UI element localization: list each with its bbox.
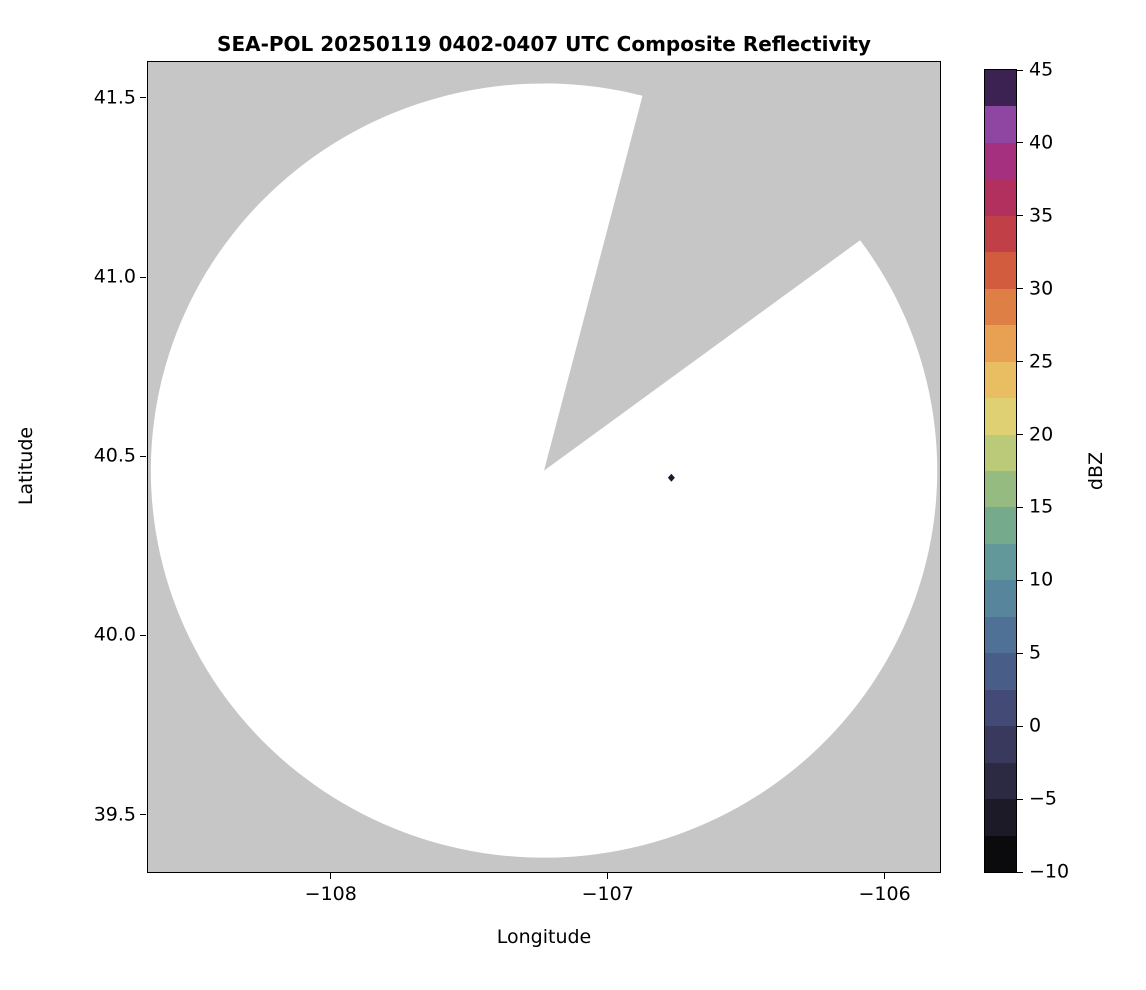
y-tick-label: 41.5: [93, 86, 136, 109]
colorbar-segment: [985, 70, 1016, 107]
colorbar-segment: [985, 726, 1016, 763]
colorbar-segment: [985, 689, 1016, 727]
colorbar-tick-label: 30: [1029, 277, 1054, 300]
colorbar-tick-label: 35: [1029, 204, 1054, 227]
colorbar-segment: [985, 616, 1016, 654]
colorbar-segment: [985, 543, 1016, 581]
colorbar-tick-mark: [1017, 725, 1023, 727]
y-tick-label: 39.5: [93, 803, 136, 826]
colorbar-tick-label: −5: [1029, 787, 1058, 810]
y-tick-label: 41.0: [93, 265, 136, 288]
x-tick-mark: [884, 873, 886, 879]
plot-area: [147, 61, 941, 873]
colorbar-tick-label: 10: [1029, 568, 1054, 591]
colorbar-tick-label: 15: [1029, 496, 1054, 519]
y-tick-mark: [140, 814, 146, 816]
y-axis-label: Latitude: [15, 426, 37, 506]
reflectivity-point: [667, 473, 675, 482]
colorbar-label: dBZ: [1085, 451, 1107, 491]
radar-plot-svg: [150, 83, 938, 858]
colorbar-tick-mark: [1017, 871, 1023, 873]
colorbar-segment: [985, 580, 1016, 617]
colorbar-tick-mark: [1017, 69, 1023, 71]
colorbar-segment: [985, 835, 1016, 872]
colorbar-tick-label: 45: [1029, 58, 1054, 81]
colorbar-segment: [985, 470, 1016, 508]
colorbar-segment: [985, 288, 1016, 326]
colorbar-tick-mark: [1017, 506, 1023, 508]
colorbar-segment: [985, 398, 1016, 435]
colorbar-segment: [985, 179, 1016, 216]
colorbar: [984, 69, 1017, 873]
y-tick-label: 40.0: [93, 623, 136, 646]
colorbar-tick-label: −10: [1029, 860, 1070, 883]
radar-coverage-area: [150, 83, 938, 858]
colorbar-segment: [985, 252, 1016, 289]
y-tick-mark: [140, 634, 146, 636]
colorbar-tick-label: 20: [1029, 423, 1054, 446]
colorbar-segment: [985, 325, 1016, 362]
colorbar-tick-mark: [1017, 652, 1023, 654]
x-tick-label: −108: [304, 883, 357, 905]
y-tick-mark: [140, 97, 146, 99]
colorbar-segment: [985, 106, 1016, 143]
colorbar-tick-mark: [1017, 798, 1023, 800]
colorbar-segment: [985, 434, 1016, 471]
colorbar-tick-mark: [1017, 142, 1023, 144]
colorbar-tick-label: 40: [1029, 131, 1054, 154]
x-tick-mark: [607, 873, 609, 879]
y-tick-label: 40.5: [93, 444, 136, 467]
colorbar-segment: [985, 653, 1016, 690]
colorbar-segment: [985, 507, 1016, 544]
colorbar-tick-label: 25: [1029, 350, 1054, 373]
x-tick-mark: [330, 873, 332, 879]
colorbar-segment: [985, 142, 1016, 180]
colorbar-tick-mark: [1017, 361, 1023, 363]
colorbar-tick-label: 0: [1029, 714, 1042, 737]
colorbar-segment: [985, 215, 1016, 253]
colorbar-tick-mark: [1017, 215, 1023, 217]
x-tick-label: −107: [581, 883, 634, 905]
colorbar-tick-mark: [1017, 434, 1023, 436]
colorbar-segment: [985, 762, 1016, 800]
x-axis-label: Longitude: [496, 926, 592, 948]
colorbar-segment: [985, 799, 1016, 836]
colorbar-tick-mark: [1017, 288, 1023, 290]
y-tick-mark: [140, 455, 146, 457]
colorbar-segment: [985, 361, 1016, 399]
y-tick-mark: [140, 276, 146, 278]
chart-title: SEA-POL 20250119 0402-0407 UTC Composite…: [217, 32, 871, 56]
x-tick-label: −106: [858, 883, 911, 905]
colorbar-tick-mark: [1017, 579, 1023, 581]
colorbar-tick-label: 5: [1029, 641, 1042, 664]
